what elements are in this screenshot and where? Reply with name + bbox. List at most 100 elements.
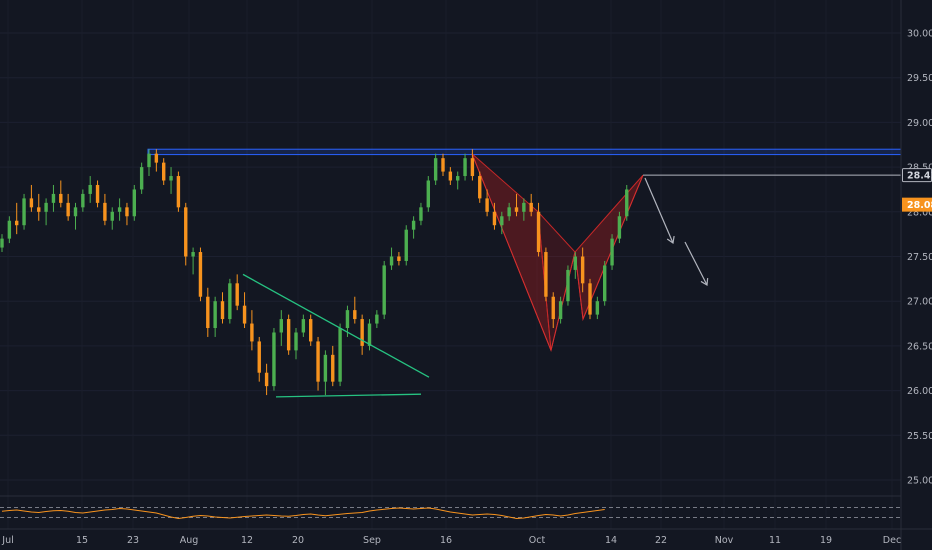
candle-body (228, 283, 232, 320)
candle-body (110, 211, 114, 221)
candle (81, 189, 85, 212)
candle-body (389, 256, 394, 266)
candle (88, 176, 92, 203)
candle (448, 167, 453, 185)
candle-body (441, 158, 445, 172)
candle (507, 202, 511, 221)
candle-body (294, 332, 298, 351)
candle (433, 153, 438, 185)
candle (426, 176, 430, 212)
price-tick-label: 27.00 (907, 297, 932, 308)
candle (264, 363, 269, 396)
candle (514, 193, 519, 217)
price-tick-label: 26.50 (907, 341, 932, 352)
candle-body (433, 158, 438, 181)
candle (470, 149, 475, 181)
rsi-line (1, 507, 605, 520)
candle-body (235, 283, 239, 306)
candle (191, 247, 195, 275)
price-labels: 28.41 28.08 (902, 168, 932, 212)
candle-body (73, 207, 78, 217)
candle (184, 202, 188, 266)
candle (117, 198, 122, 221)
candle-body (529, 202, 533, 212)
price-badge-text: 28.08 (907, 200, 932, 211)
candle-body (367, 323, 372, 346)
candle (338, 323, 342, 387)
candle-body (162, 162, 166, 181)
candle-body (580, 256, 585, 284)
candle-body (544, 252, 548, 297)
candle (154, 149, 159, 172)
candle (206, 287, 210, 337)
candle (353, 296, 357, 324)
candle-body (382, 265, 386, 315)
candle-body (485, 198, 489, 212)
candle-body (625, 189, 629, 217)
drawings-front (242, 174, 901, 398)
candle (544, 247, 548, 302)
candle-body (463, 158, 467, 177)
candle-body (220, 301, 225, 320)
arrow-down-1[interactable] (644, 177, 675, 245)
candle (162, 158, 166, 185)
candle (37, 193, 41, 221)
candle (95, 180, 100, 208)
candle (441, 153, 445, 177)
candle-body (206, 296, 210, 329)
candle (558, 296, 563, 324)
candle (463, 153, 467, 181)
candle (500, 211, 504, 235)
candle (404, 225, 408, 266)
candle (588, 278, 592, 320)
candle-body (95, 184, 100, 203)
candle-body (551, 296, 555, 320)
price-tick-label: 27.50 (907, 252, 932, 263)
candle (522, 198, 526, 221)
support-line[interactable] (275, 393, 422, 398)
price-badge-text: 28.41 (907, 171, 932, 182)
candle (7, 216, 12, 244)
candle-body (103, 202, 107, 221)
price-tick-label: 25.00 (907, 476, 932, 487)
candle-body (15, 220, 19, 226)
candle-body (169, 176, 173, 181)
candle (485, 189, 489, 217)
candle-body (154, 153, 159, 163)
candle (389, 247, 394, 270)
candle (411, 216, 416, 239)
arrow-shaft (644, 177, 674, 244)
candle-body (323, 354, 328, 382)
candle (573, 252, 577, 279)
descending-trendline[interactable] (242, 273, 430, 378)
candle-body (286, 319, 291, 351)
candle-body (125, 207, 129, 217)
candle (309, 314, 313, 346)
price-tick-label: 26.00 (907, 386, 932, 397)
candle (375, 310, 379, 329)
candle (51, 184, 56, 212)
candle-body (500, 216, 504, 226)
price-axis[interactable]: 30.00 29.50 29.00 28.50 28.00 27.50 27.00 26.50… (907, 29, 932, 487)
candle-body (88, 184, 92, 194)
arrow-down-2[interactable] (684, 241, 709, 286)
candle (110, 207, 114, 230)
price-tick-label: 28.50 (907, 163, 932, 174)
resistance-band[interactable] (147, 148, 902, 156)
candle (367, 319, 372, 351)
candle-body (610, 238, 614, 266)
time-tick-label: Oct (529, 535, 546, 546)
candle (257, 336, 261, 382)
candle (397, 252, 401, 266)
time-axis[interactable]: Jul 15 23 Aug 12 20 Sep 16 Oct 14 22 Nov 11 19 Dec (1, 535, 901, 546)
candle (294, 328, 298, 360)
candle-body (0, 238, 4, 248)
candle (132, 184, 136, 221)
candle (617, 211, 622, 244)
time-tick-label: 16 (440, 535, 452, 546)
candle-body (573, 256, 577, 270)
time-tick-label: 12 (241, 535, 253, 546)
price-tick-label: 29.00 (907, 118, 932, 129)
candle (22, 193, 26, 230)
